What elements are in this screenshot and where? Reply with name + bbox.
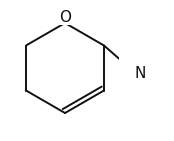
Text: H: H: [135, 57, 145, 70]
Text: O: O: [59, 9, 71, 25]
Text: N: N: [134, 66, 146, 81]
